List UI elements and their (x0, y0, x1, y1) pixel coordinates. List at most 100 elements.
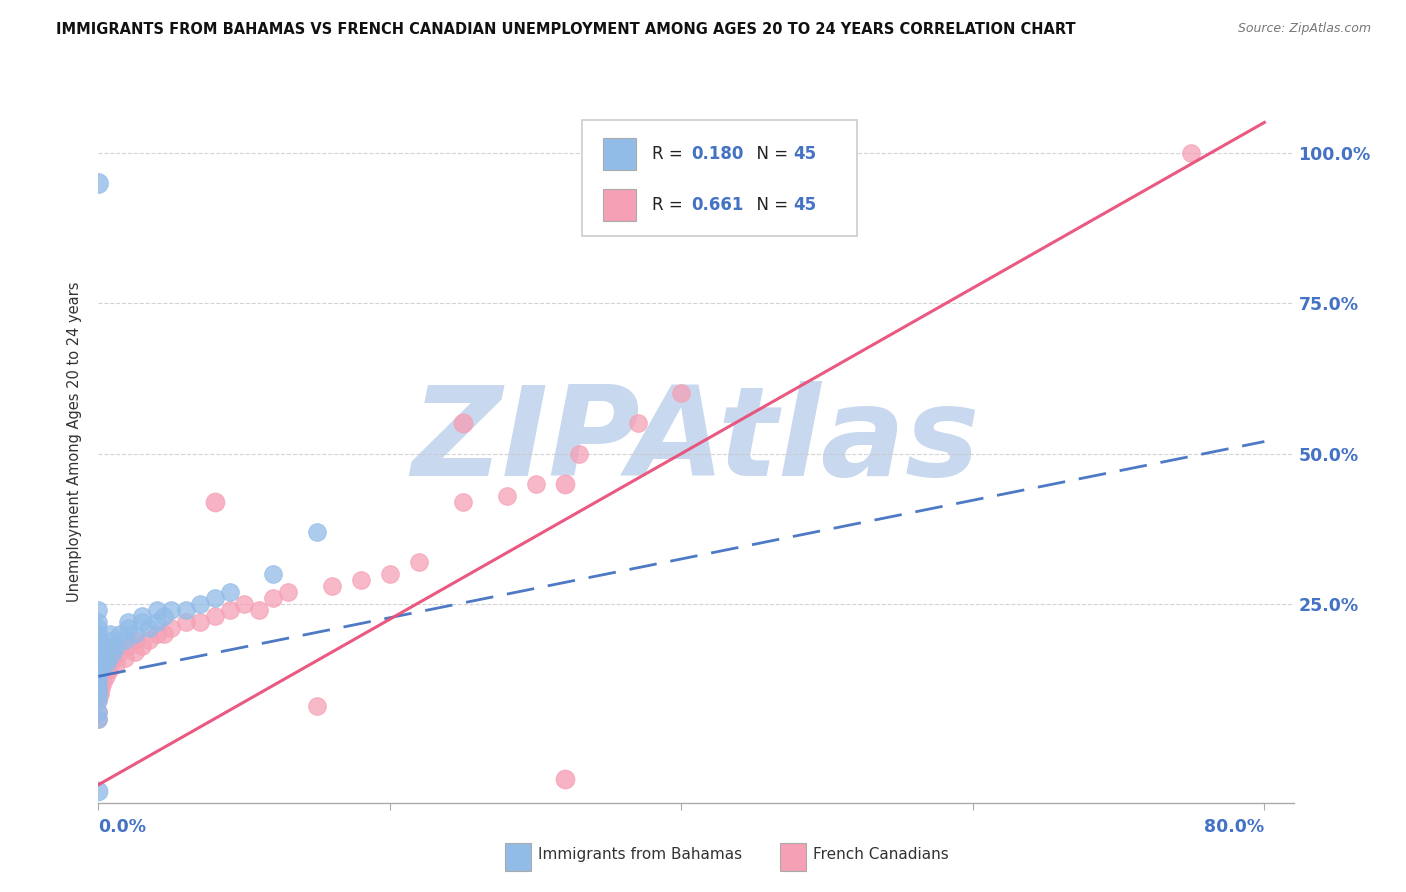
Point (114, 633, 136, 648)
Text: R =: R = (652, 196, 688, 214)
Point (190, 597, 212, 611)
Point (131, 639, 153, 653)
Point (89, 687, 111, 701)
Point (204, 494, 226, 508)
Text: N =: N = (747, 145, 793, 163)
Point (554, 772, 576, 786)
Point (117, 621, 139, 635)
Text: French Canadians: French Canadians (813, 847, 949, 863)
Point (131, 609, 153, 624)
Point (671, 386, 693, 401)
Point (145, 615, 167, 630)
Point (87, 664, 110, 678)
Point (94, 639, 117, 653)
Point (87, 651, 110, 665)
Point (87, 706, 110, 720)
Point (145, 627, 167, 641)
Point (87, 784, 110, 798)
Point (204, 609, 226, 624)
Point (124, 633, 146, 648)
Point (89, 664, 111, 678)
Point (87, 615, 110, 630)
Text: R =: R = (652, 145, 688, 163)
Point (87, 693, 110, 707)
Point (98, 657, 121, 672)
Point (104, 657, 127, 672)
Point (131, 615, 153, 630)
FancyBboxPatch shape (582, 120, 858, 235)
Point (138, 621, 160, 635)
Text: 0.661: 0.661 (692, 196, 744, 214)
Point (495, 489, 517, 503)
Point (101, 633, 124, 648)
Point (218, 585, 240, 599)
Point (91, 651, 114, 665)
Point (110, 627, 132, 641)
Point (87, 664, 110, 678)
Point (101, 645, 124, 659)
Point (90, 657, 112, 672)
Point (87, 706, 110, 720)
Point (305, 524, 328, 539)
Point (117, 615, 139, 630)
Text: 45: 45 (793, 145, 815, 163)
Y-axis label: Unemployment Among Ages 20 to 24 years: Unemployment Among Ages 20 to 24 years (67, 281, 83, 602)
Text: IMMIGRANTS FROM BAHAMAS VS FRENCH CANADIAN UNEMPLOYMENT AMONG AGES 20 TO 24 YEAR: IMMIGRANTS FROM BAHAMAS VS FRENCH CANADI… (56, 22, 1076, 37)
Point (153, 609, 176, 624)
Point (568, 446, 591, 460)
Text: Source: ZipAtlas.com: Source: ZipAtlas.com (1237, 22, 1371, 36)
Point (110, 645, 132, 659)
Point (97, 664, 120, 678)
Point (114, 651, 136, 665)
Point (124, 627, 146, 641)
Point (262, 567, 284, 582)
Text: Immigrants from Bahamas: Immigrants from Bahamas (538, 847, 742, 863)
Point (174, 615, 197, 630)
Point (97, 651, 120, 665)
Point (87, 681, 110, 696)
Point (627, 417, 650, 431)
Point (87, 675, 110, 690)
Point (153, 627, 176, 641)
Point (87, 669, 110, 683)
Point (233, 597, 256, 611)
Point (87, 627, 110, 641)
Point (190, 615, 212, 630)
Point (87, 687, 110, 701)
Text: N =: N = (747, 196, 793, 214)
Point (160, 603, 183, 617)
Point (138, 633, 160, 648)
Point (87, 693, 110, 707)
Text: 0.180: 0.180 (692, 145, 744, 163)
Point (451, 417, 474, 431)
Point (174, 603, 197, 617)
Point (87, 603, 110, 617)
Point (247, 603, 270, 617)
FancyBboxPatch shape (603, 137, 637, 170)
Point (87, 712, 110, 726)
Point (87, 675, 110, 690)
Point (87, 669, 110, 683)
Point (101, 651, 124, 665)
Point (87, 176, 110, 190)
FancyBboxPatch shape (505, 843, 531, 871)
Point (87, 621, 110, 635)
Point (87, 645, 110, 659)
Point (262, 591, 284, 606)
Point (90, 681, 112, 696)
Text: 45: 45 (793, 196, 815, 214)
Point (94, 657, 117, 672)
Point (160, 621, 183, 635)
Point (87, 712, 110, 726)
Point (91, 675, 114, 690)
Point (321, 579, 343, 593)
Point (408, 555, 430, 569)
Point (218, 603, 240, 617)
Point (145, 603, 167, 617)
Point (350, 573, 373, 587)
Point (277, 585, 299, 599)
Point (117, 639, 139, 653)
Point (87, 657, 110, 672)
Point (124, 645, 146, 659)
FancyBboxPatch shape (779, 843, 806, 871)
